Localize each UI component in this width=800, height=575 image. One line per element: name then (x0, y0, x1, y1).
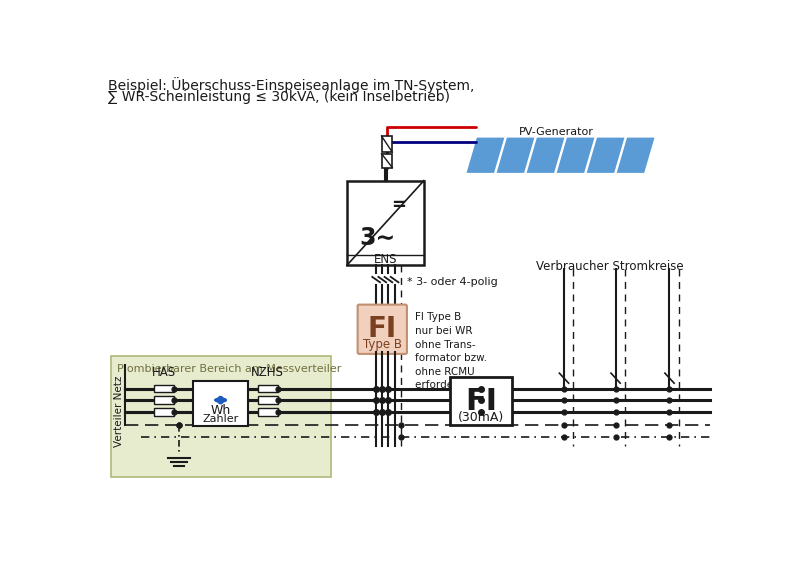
Polygon shape (555, 137, 595, 174)
Polygon shape (495, 137, 535, 174)
Polygon shape (526, 137, 566, 174)
Polygon shape (586, 137, 626, 174)
Text: Beispiel: Überschuss-Einspeiseanlage im TN-System,: Beispiel: Überschuss-Einspeiseanlage im … (108, 76, 474, 93)
Bar (382, 154, 392, 167)
Bar (258, 408, 278, 416)
FancyBboxPatch shape (358, 305, 407, 354)
Text: Type B: Type B (362, 338, 402, 351)
Bar (154, 385, 174, 392)
Polygon shape (466, 137, 506, 174)
Text: Zahler: Zahler (202, 415, 238, 424)
Text: Plombierbarer Bereich am Messverteiler: Plombierbarer Bereich am Messverteiler (118, 364, 342, 374)
Bar (258, 396, 278, 404)
Text: Verteiler Netz: Verteiler Netz (114, 376, 124, 447)
Text: NZHS: NZHS (251, 366, 284, 380)
Polygon shape (615, 137, 656, 174)
Bar (347, 181, 424, 265)
Bar (154, 408, 174, 416)
Text: * 3- oder 4-polig: * 3- oder 4-polig (407, 277, 498, 288)
Bar (382, 136, 392, 152)
Text: FI: FI (368, 315, 397, 343)
Text: Wh: Wh (210, 404, 230, 417)
Text: (30mA): (30mA) (458, 411, 504, 424)
Text: 3∼: 3∼ (359, 227, 396, 250)
Text: FI Type B
nur bei WR
ohne Trans-
formator bzw.
ohne RCMU
erforderlich !: FI Type B nur bei WR ohne Trans- formato… (414, 312, 486, 390)
Bar (258, 385, 278, 392)
Text: PV-Generator: PV-Generator (519, 126, 594, 137)
Bar (111, 356, 331, 477)
Text: FI: FI (465, 387, 497, 416)
Text: HAS: HAS (151, 366, 176, 380)
Bar (450, 377, 512, 425)
Text: ENS: ENS (374, 254, 397, 266)
Text: Verbraucher Stromkreise: Verbraucher Stromkreise (536, 260, 684, 273)
Text: =: = (391, 196, 406, 214)
Text: ∑ WR-Scheinleistung ≤ 30kVA, (kein Inselbetrieb): ∑ WR-Scheinleistung ≤ 30kVA, (kein Insel… (108, 90, 450, 104)
Bar (193, 381, 248, 426)
Bar (154, 396, 174, 404)
